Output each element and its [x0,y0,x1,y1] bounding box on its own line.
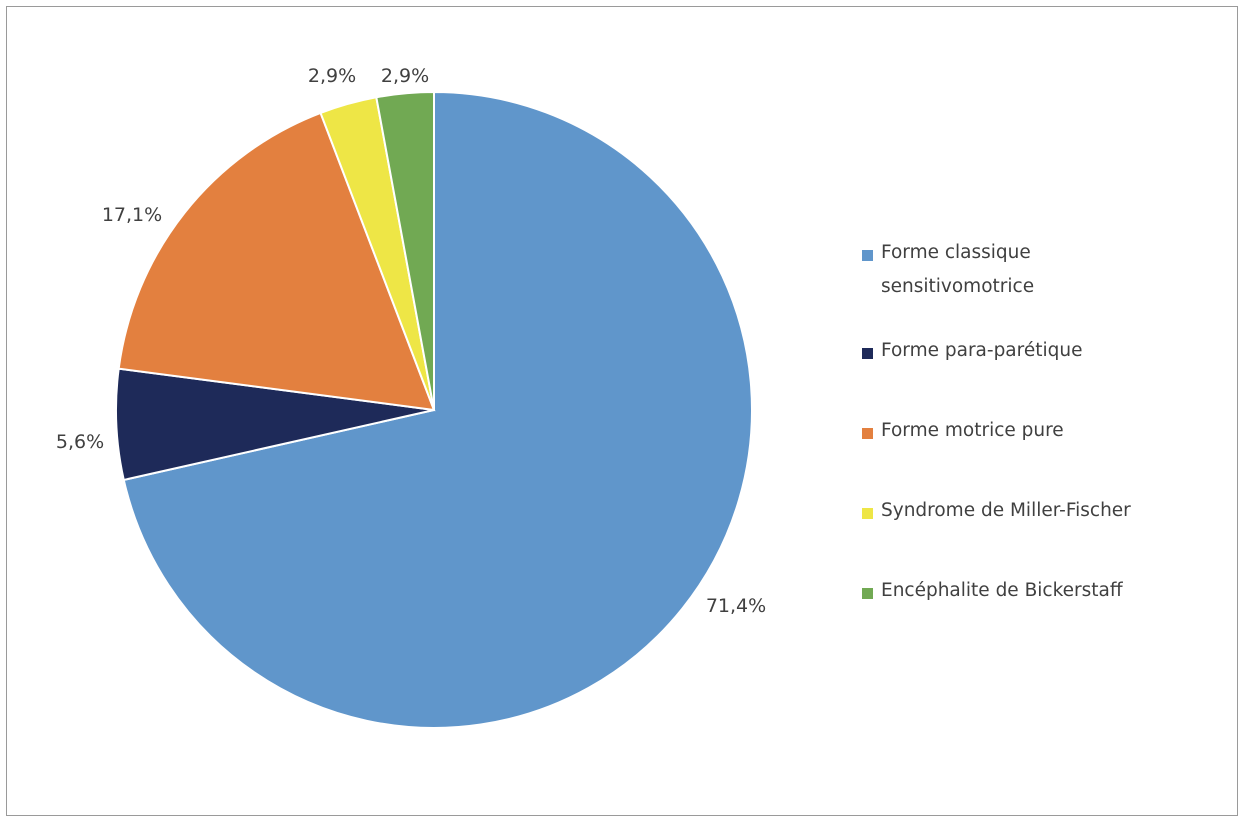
legend-swatch [862,588,873,599]
legend-item-syndrome-de-miller-fischer: Syndrome de Miller-Fischer [862,500,1201,528]
data-label-syndrome-de-miller-fischer: 2,9% [308,65,356,87]
legend-item-encephalite-de-bickerstaff: Encéphalite de Bickerstaff [862,580,1201,608]
pie-slice-forme-classique-sensitivomotrice [122,90,753,729]
data-label-forme-para-paretique: 5,6% [56,431,104,453]
pie-data-labels: 71,4% 5,6% 17,1% 2,9% 2,9% [56,65,766,617]
data-label-forme-motrice-pure: 17,1% [102,204,162,226]
legend-label: Encéphalite de Bickerstaff [881,580,1123,601]
data-label-forme-classique-sensitivomotrice: 71,4% [706,595,766,617]
legend-swatch [862,250,873,261]
legend-label: Forme classique sensitivomotrice [881,242,1035,297]
legend-label: Syndrome de Miller-Fischer [881,500,1131,521]
pie-slices [114,90,753,729]
pie-slice-forme-motrice-pure [117,111,436,412]
legend-item-forme-motrice-pure: Forme motrice pure [862,420,1201,448]
legend-swatch [862,428,873,439]
legend-item-forme-classique-sensitivomotrice: Forme classique sensitivomotrice [862,242,1091,304]
legend-label: Forme para-parétique [881,340,1083,361]
legend-item-forme-para-paretique: Forme para-parétique [862,340,1201,368]
legend-swatch [862,348,873,359]
data-label-encephalite-de-bickerstaff: 2,9% [381,65,429,87]
pie-slice-encephalite-de-bickerstaff [375,90,435,411]
legend-swatch [862,508,873,519]
legend-label: Forme motrice pure [881,420,1064,441]
